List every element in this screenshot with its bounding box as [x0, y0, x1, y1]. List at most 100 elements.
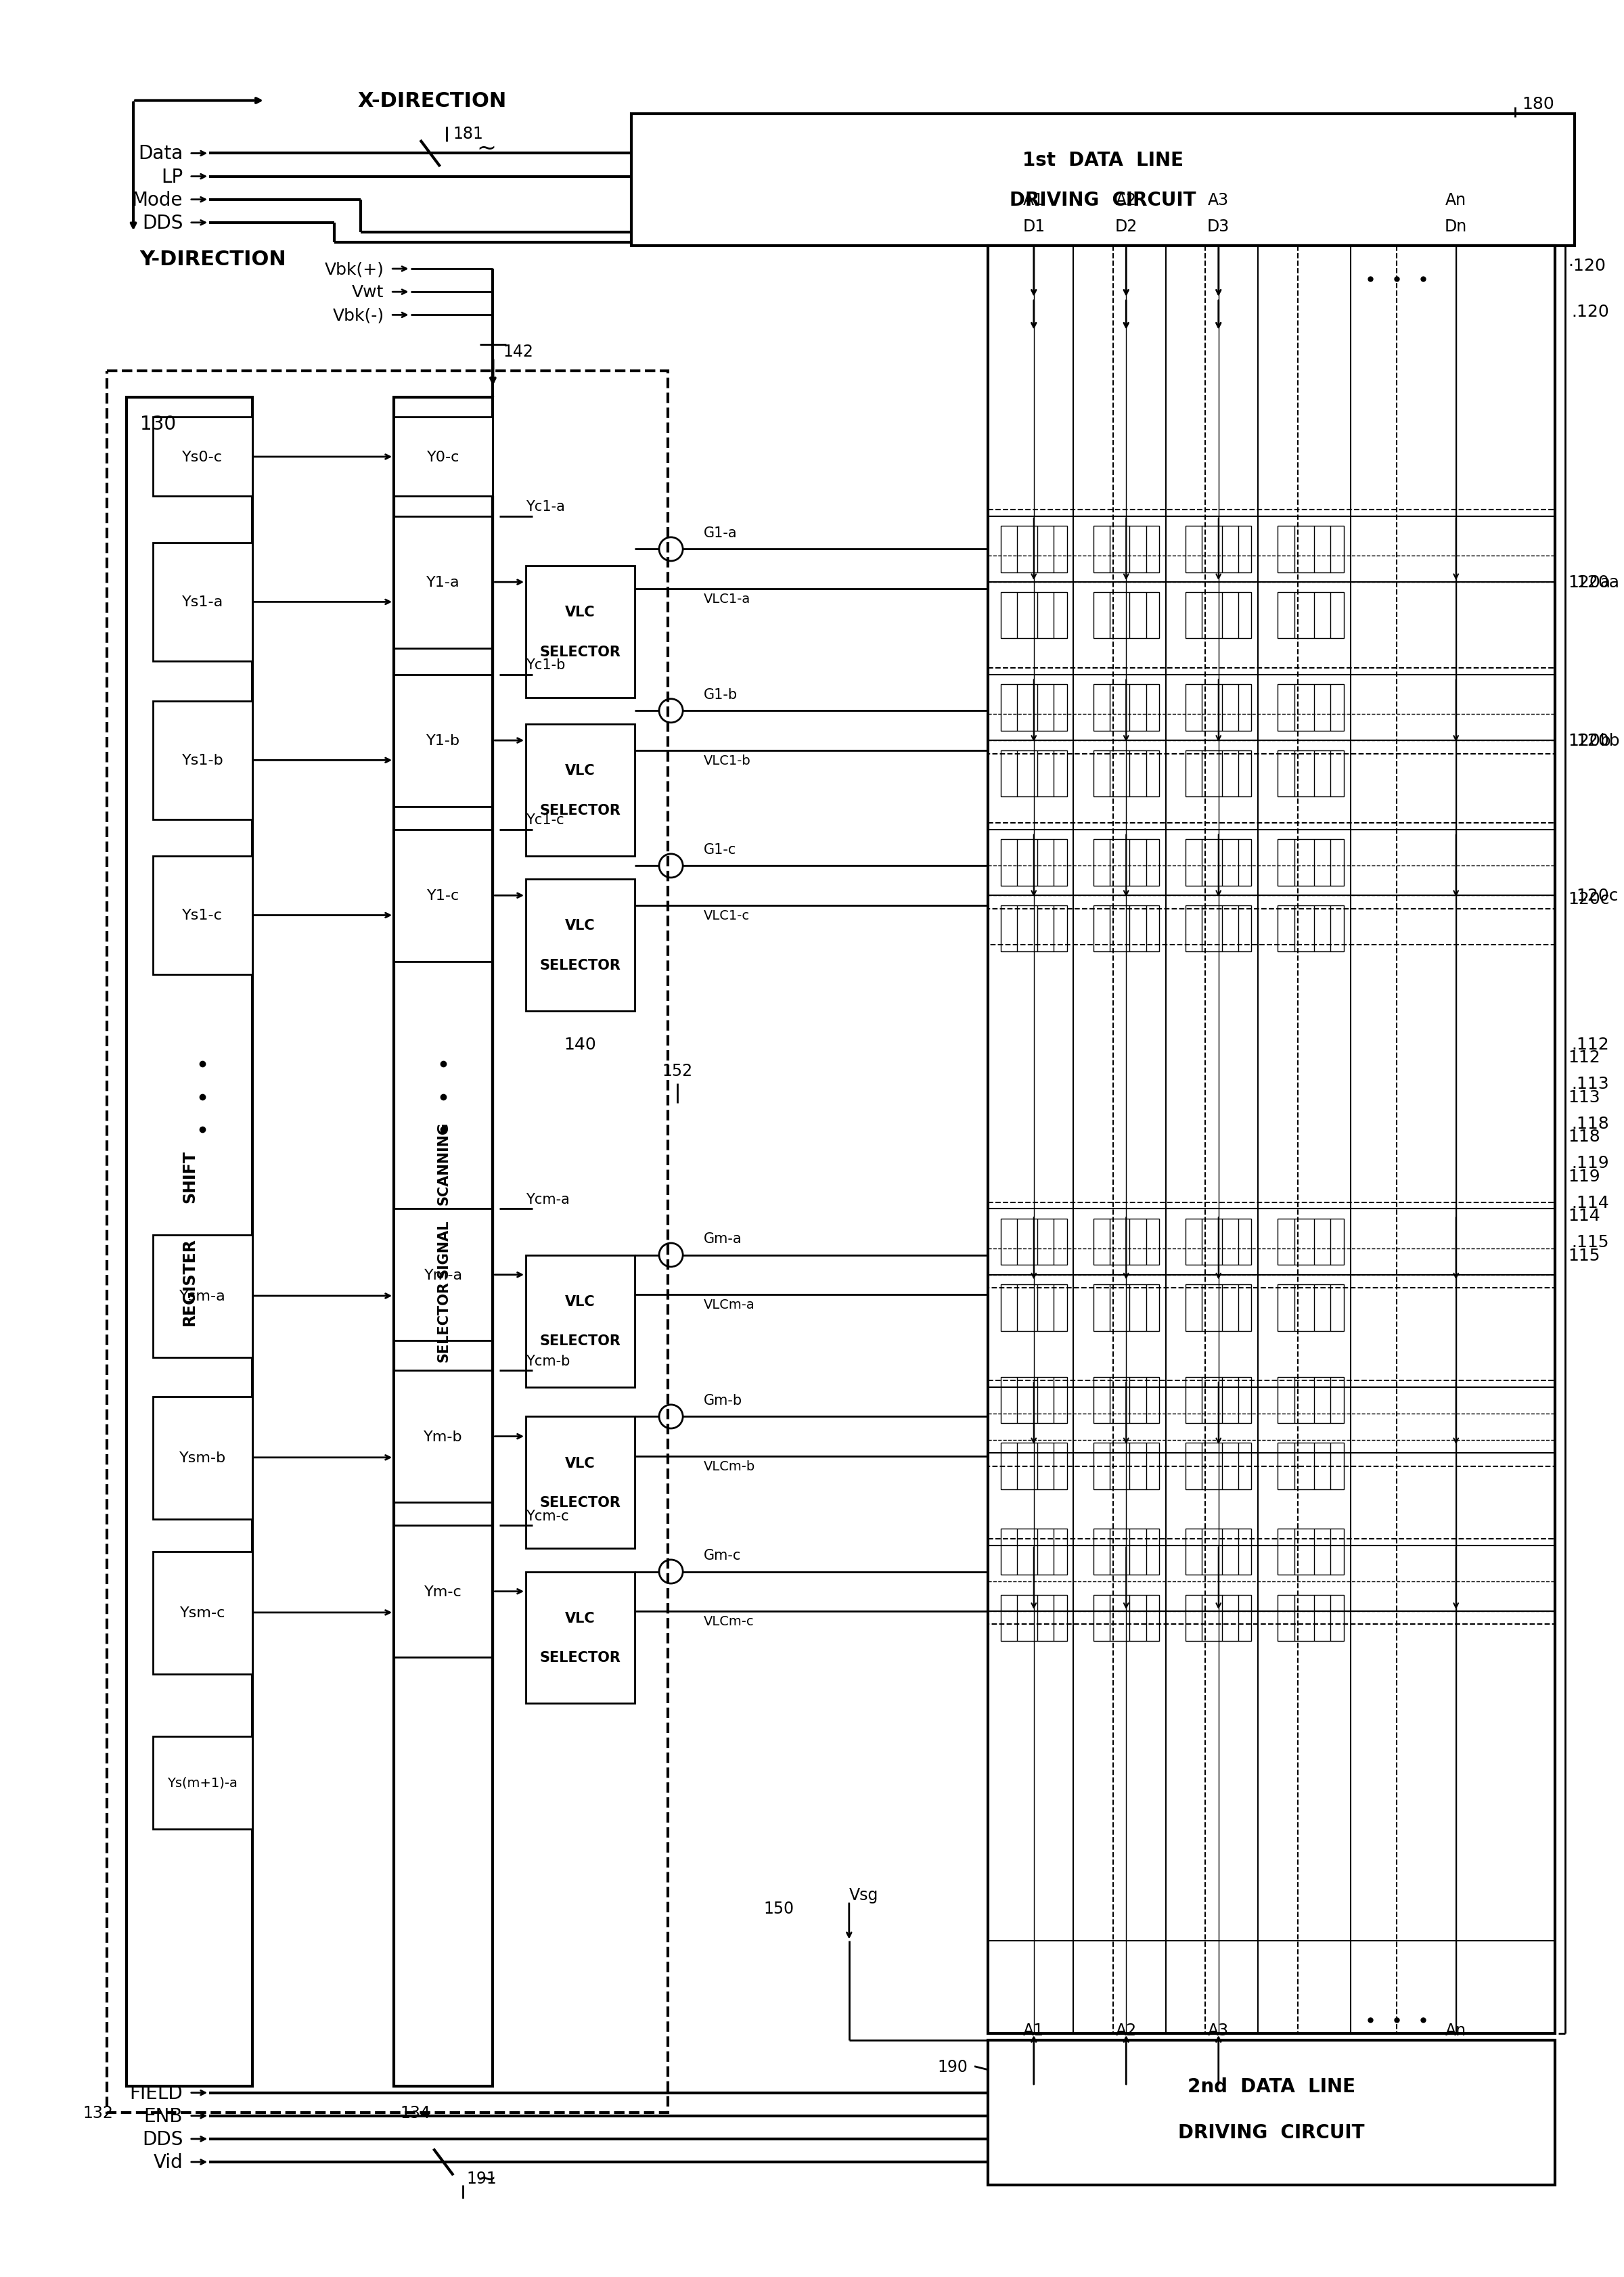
Text: 119: 119: [1569, 1168, 1600, 1184]
Bar: [1186, 1444, 1252, 1489]
Text: 150: 150: [763, 1899, 794, 1917]
Text: 152: 152: [663, 1063, 693, 1079]
Text: 114: 114: [1569, 1207, 1600, 1223]
Bar: [1186, 526, 1252, 572]
Bar: [1186, 685, 1252, 731]
Text: Gm-a: Gm-a: [703, 1232, 742, 1246]
Text: Yc1-c: Yc1-c: [526, 813, 564, 827]
Bar: [526, 567, 635, 699]
Text: $\cdot$120: $\cdot$120: [1569, 257, 1606, 273]
Bar: [1186, 751, 1252, 797]
Text: X-DIRECTION: X-DIRECTION: [357, 91, 507, 112]
Bar: [1278, 1444, 1343, 1489]
Bar: [1000, 685, 1067, 731]
Text: Vwt: Vwt: [352, 285, 383, 301]
Text: FIELD: FIELD: [130, 2083, 184, 2102]
Text: Ycm-c: Ycm-c: [526, 1510, 568, 1523]
Text: SELECTOR: SELECTOR: [539, 1496, 620, 1510]
Bar: [395, 1209, 492, 1341]
Text: VLCm-b: VLCm-b: [703, 1460, 755, 1473]
Text: Ys1-b: Ys1-b: [182, 754, 224, 767]
Bar: [1093, 526, 1160, 572]
Bar: [395, 1371, 492, 1503]
Bar: [1278, 526, 1343, 572]
Text: A2: A2: [1116, 191, 1137, 207]
Text: Ym-b: Ym-b: [424, 1430, 463, 1444]
Bar: [395, 398, 492, 2086]
Bar: [1278, 840, 1343, 886]
Bar: [1278, 906, 1343, 952]
Bar: [526, 1416, 635, 1548]
Bar: [395, 674, 492, 806]
Text: VLC1-c: VLC1-c: [703, 909, 750, 922]
Text: A1: A1: [1023, 191, 1044, 207]
Text: SELECTOR: SELECTOR: [539, 1334, 620, 1348]
Bar: [1093, 1378, 1160, 1423]
Text: An: An: [1445, 2022, 1466, 2038]
Bar: [1000, 592, 1067, 638]
Text: 120a: 120a: [1569, 574, 1611, 590]
Text: SELECTOR: SELECTOR: [437, 1280, 450, 1362]
Bar: [1278, 1528, 1343, 1576]
Text: Yc1-b: Yc1-b: [526, 658, 565, 672]
Text: D3: D3: [1207, 219, 1229, 235]
Bar: [526, 724, 635, 856]
Text: SIGNAL: SIGNAL: [437, 1220, 450, 1277]
Bar: [987, 246, 1554, 2033]
Text: 112: 112: [1569, 1050, 1600, 1066]
Text: Ym-c: Ym-c: [424, 1585, 463, 1598]
Text: SELECTOR: SELECTOR: [539, 644, 620, 658]
Bar: [153, 1737, 252, 1828]
Bar: [1186, 1528, 1252, 1576]
Text: Vid: Vid: [153, 2152, 184, 2172]
Bar: [1093, 1444, 1160, 1489]
Bar: [1093, 1218, 1160, 1266]
Text: SCANNING: SCANNING: [437, 1120, 450, 1205]
Bar: [987, 1202, 1554, 1289]
Text: .120a: .120a: [1572, 574, 1619, 590]
Bar: [1093, 592, 1160, 638]
Text: VLC: VLC: [565, 606, 594, 619]
Text: An: An: [1445, 191, 1466, 207]
Text: VLC: VLC: [565, 763, 594, 776]
Bar: [1093, 751, 1160, 797]
Bar: [1000, 1378, 1067, 1423]
Text: 118: 118: [1569, 1129, 1600, 1145]
Text: .120: .120: [1572, 305, 1609, 321]
Text: Vbk(-): Vbk(-): [333, 307, 383, 323]
Text: 130: 130: [140, 414, 175, 433]
Bar: [1093, 1284, 1160, 1332]
Bar: [1093, 906, 1160, 952]
Text: ~: ~: [476, 137, 495, 159]
Bar: [153, 1236, 252, 1357]
Bar: [987, 824, 1554, 909]
Text: 120c: 120c: [1569, 890, 1609, 906]
Text: Ycm-b: Ycm-b: [526, 1355, 570, 1368]
Bar: [395, 1526, 492, 1658]
Bar: [987, 510, 1554, 945]
Text: VLC: VLC: [565, 1457, 594, 1469]
Text: Ysm-a: Ysm-a: [179, 1289, 226, 1302]
Text: 120b: 120b: [1569, 733, 1611, 749]
Text: Y-DIRECTION: Y-DIRECTION: [140, 250, 286, 269]
Bar: [153, 542, 252, 663]
Text: A3: A3: [1208, 191, 1229, 207]
Text: .120c: .120c: [1572, 888, 1619, 904]
Text: DRIVING  CIRCUIT: DRIVING CIRCUIT: [1010, 191, 1197, 209]
Bar: [526, 1571, 635, 1703]
Bar: [987, 667, 1554, 754]
Text: VLC: VLC: [565, 1612, 594, 1626]
Text: REGISTER: REGISTER: [182, 1239, 198, 1325]
Text: .113: .113: [1572, 1075, 1609, 1093]
Bar: [1093, 840, 1160, 886]
Text: .115: .115: [1572, 1234, 1609, 1250]
Bar: [1278, 592, 1343, 638]
Text: 180: 180: [1522, 96, 1554, 112]
Bar: [395, 829, 492, 961]
Text: VLC1-a: VLC1-a: [703, 592, 750, 606]
Bar: [987, 1380, 1554, 1466]
Text: VLCm-a: VLCm-a: [703, 1298, 755, 1312]
Bar: [153, 417, 252, 496]
Bar: [127, 398, 252, 2086]
Text: SHIFT: SHIFT: [182, 1150, 198, 1202]
